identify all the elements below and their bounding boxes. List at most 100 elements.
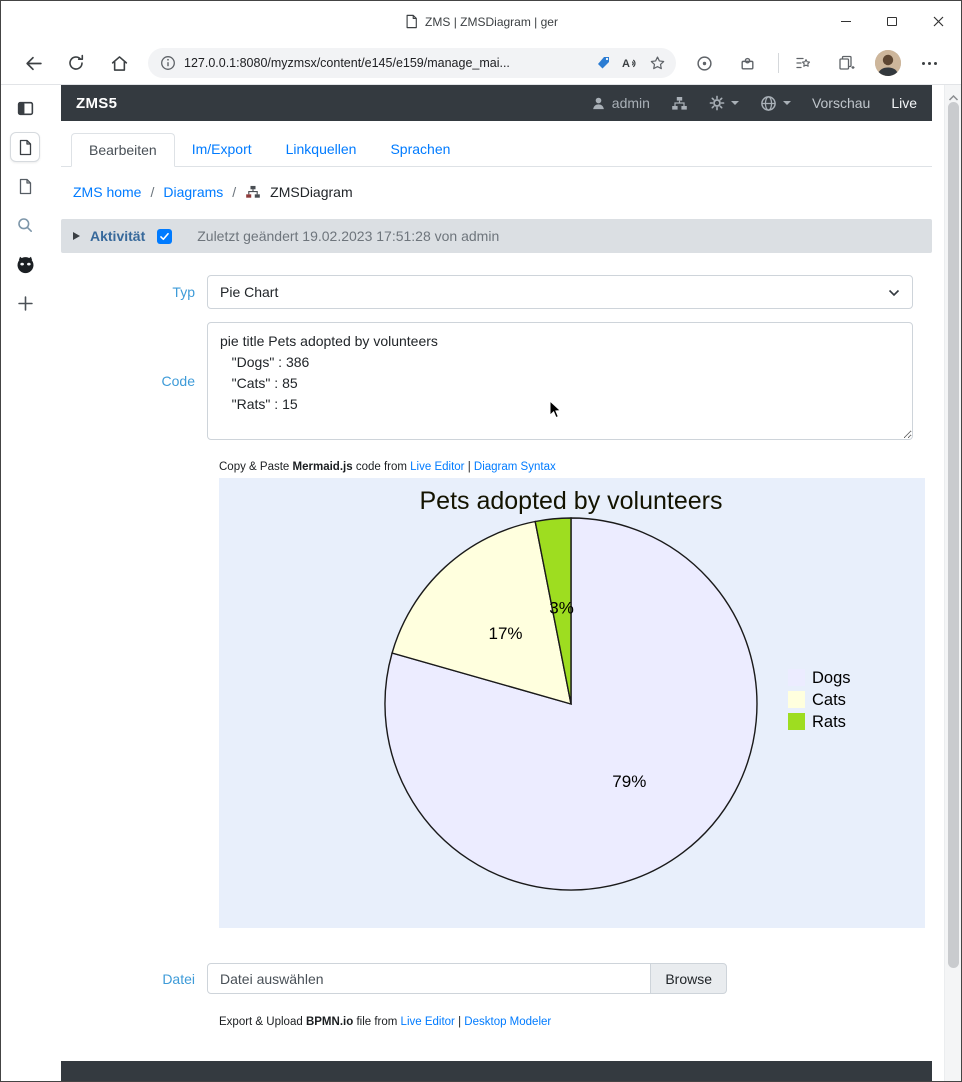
settings-dropdown[interactable] bbox=[709, 95, 739, 111]
tab-bearbeiten[interactable]: Bearbeiten bbox=[71, 133, 175, 167]
activity-label[interactable]: Aktivität bbox=[90, 228, 146, 244]
sidebar-toggle-button[interactable] bbox=[10, 93, 40, 123]
legend-label: Cats bbox=[812, 691, 846, 709]
toolbar-divider bbox=[778, 53, 779, 73]
mermaid-help-text: Copy & Paste Mermaid.js code from Live E… bbox=[219, 461, 556, 473]
breadcrumb-link-diagrams[interactable]: Diagrams bbox=[163, 184, 224, 200]
type-label: Typ bbox=[172, 284, 195, 300]
url-text: 127.0.0.1:8080/myzmsx/content/e145/e159/… bbox=[184, 56, 510, 70]
chevron-up-icon bbox=[948, 94, 958, 101]
browser-tab[interactable]: ZMS | ZMSDiagram | ger bbox=[404, 1, 558, 42]
chevron-down-icon bbox=[888, 284, 900, 300]
code-textarea[interactable]: pie title Pets adopted by volunteers "Do… bbox=[207, 322, 913, 440]
add-button[interactable] bbox=[10, 288, 40, 318]
user-menu[interactable]: admin bbox=[591, 95, 650, 111]
activity-checkbox[interactable] bbox=[157, 228, 173, 244]
extensions-button[interactable] bbox=[733, 49, 761, 77]
expand-caret-icon[interactable] bbox=[73, 232, 80, 240]
mouse-cursor bbox=[549, 400, 562, 419]
language-dropdown[interactable] bbox=[760, 95, 791, 112]
minimize-button[interactable] bbox=[823, 1, 869, 42]
browser-sidebar bbox=[1, 85, 49, 1081]
pie-slice-rats bbox=[534, 517, 572, 705]
vorschau-link[interactable]: Vorschau bbox=[811, 95, 871, 111]
file-input-group: Datei auswählen Browse bbox=[207, 963, 727, 994]
favorites-button[interactable] bbox=[789, 49, 817, 77]
live-editor-link[interactable]: Live Editor bbox=[410, 461, 465, 473]
file-input[interactable]: Datei auswählen bbox=[207, 963, 652, 994]
tab-linkquellen[interactable]: Linkquellen bbox=[285, 141, 357, 157]
sidebar-toggle-icon bbox=[17, 101, 33, 115]
code-row: Code pie title Pets adopted by volunteer… bbox=[61, 322, 932, 440]
settings-menu-button[interactable] bbox=[915, 49, 943, 77]
search-button[interactable] bbox=[10, 210, 40, 240]
breadcrumb-link-zms-home[interactable]: ZMS home bbox=[73, 184, 142, 200]
live-link[interactable]: Live bbox=[891, 95, 917, 111]
browse-button[interactable]: Browse bbox=[650, 963, 727, 994]
desktop-modeler-link[interactable]: Desktop Modeler bbox=[464, 1016, 552, 1028]
back-button[interactable] bbox=[19, 49, 47, 77]
type-row: Typ Pie Chart bbox=[61, 275, 932, 309]
scrollbar-thumb[interactable] bbox=[947, 102, 959, 968]
browser-toolbar: 127.0.0.1:8080/myzmsx/content/e145/e159/… bbox=[1, 42, 961, 85]
zms-logo[interactable]: ZMS5 bbox=[76, 94, 118, 112]
github-icon bbox=[17, 256, 33, 273]
browser-essentials-button[interactable] bbox=[690, 49, 718, 77]
home-icon bbox=[111, 55, 127, 71]
legend-label: Dogs bbox=[812, 669, 851, 687]
collections-button[interactable] bbox=[832, 49, 860, 77]
last-modified-status: Zuletzt geändert 19.02.2023 17:51:28 von… bbox=[197, 228, 500, 244]
check-icon bbox=[160, 232, 170, 240]
pie-slice-label: 17% bbox=[488, 624, 522, 643]
close-button[interactable] bbox=[915, 1, 961, 42]
shopping-icon[interactable] bbox=[595, 55, 611, 71]
pie-slice-dogs bbox=[384, 517, 758, 891]
scroll-up-button[interactable] bbox=[948, 85, 959, 101]
bpmn-help-text: Export & Upload BPMN.io file from Live E… bbox=[219, 1016, 552, 1028]
tab-imexport[interactable]: Im/Export bbox=[191, 141, 252, 157]
diagram-syntax-link[interactable]: Diagram Syntax bbox=[473, 461, 556, 473]
gear-icon bbox=[709, 95, 725, 111]
tab-sprachen[interactable]: Sprachen bbox=[390, 141, 451, 157]
legend-label: Rats bbox=[812, 713, 846, 731]
sitemap-button[interactable] bbox=[671, 96, 688, 111]
content-tabs: Bearbeiten Im/Export Linkquellen Sprache… bbox=[61, 133, 932, 167]
page-tab-button-active[interactable] bbox=[10, 132, 40, 162]
read-aloud-icon[interactable]: A bbox=[621, 55, 639, 71]
breadcrumb-current: ZMSDiagram bbox=[270, 184, 353, 200]
profile-avatar[interactable] bbox=[875, 50, 901, 76]
type-select[interactable]: Pie Chart bbox=[207, 275, 913, 309]
search-icon bbox=[18, 218, 32, 232]
chart-title: Pets adopted by volunteers bbox=[420, 487, 723, 515]
file-row: Datei Datei auswählen Browse bbox=[61, 963, 932, 994]
site-info-icon[interactable] bbox=[160, 55, 176, 71]
collections-icon bbox=[839, 55, 855, 70]
zms-navbar: ZMS5 admin bbox=[61, 85, 932, 121]
breadcrumb-separator: / bbox=[232, 184, 237, 200]
maximize-icon bbox=[887, 17, 897, 26]
page-tab-button[interactable] bbox=[10, 171, 40, 201]
extensions-icon bbox=[740, 57, 754, 70]
file-label: Datei bbox=[162, 970, 195, 987]
file-input-text: Datei auswählen bbox=[220, 970, 324, 987]
tab-title: ZMS | ZMSDiagram | ger bbox=[425, 14, 558, 29]
globe-icon bbox=[761, 95, 776, 111]
breadcrumb: ZMS home / Diagrams / ZMSDiagram bbox=[61, 175, 932, 209]
maximize-button[interactable] bbox=[869, 1, 915, 42]
pie-slice-label: 3% bbox=[549, 599, 574, 618]
zms-footer-bar bbox=[61, 1061, 932, 1081]
address-bar[interactable]: 127.0.0.1:8080/myzmsx/content/e145/e159/… bbox=[148, 48, 676, 78]
chevron-down-icon bbox=[782, 101, 791, 105]
plus-icon bbox=[17, 295, 33, 311]
home-button[interactable] bbox=[105, 49, 133, 77]
refresh-button[interactable] bbox=[62, 49, 90, 77]
add-favorite-icon[interactable] bbox=[649, 55, 666, 72]
minimize-icon bbox=[841, 21, 851, 22]
activity-bar: Aktivität Zuletzt geändert 19.02.2023 17… bbox=[61, 219, 932, 253]
page-scrollbar[interactable] bbox=[944, 85, 961, 1081]
close-icon bbox=[933, 16, 943, 27]
github-button[interactable] bbox=[10, 249, 40, 279]
refresh-icon bbox=[69, 54, 84, 70]
browser-essentials-icon bbox=[696, 55, 712, 71]
live-editor-link[interactable]: Live Editor bbox=[400, 1016, 455, 1028]
